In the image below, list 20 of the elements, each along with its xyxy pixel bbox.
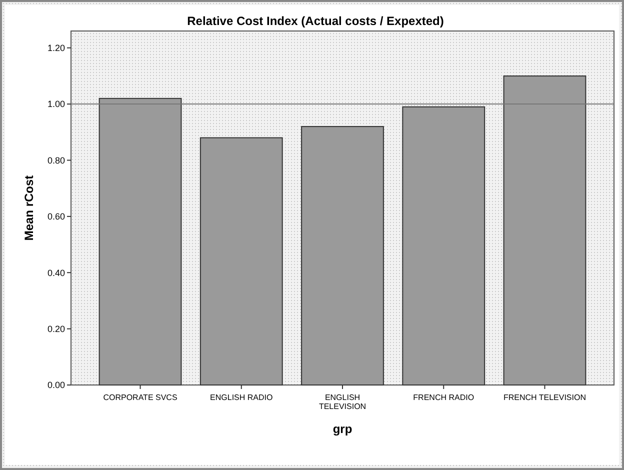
bar	[98, 98, 182, 386]
y-tick-label: 0.80	[47, 155, 65, 166]
bar	[301, 126, 384, 386]
x-tick-label: ENGLISH RADIO	[210, 393, 273, 402]
y-tick-label: 0.00	[47, 380, 65, 390]
y-axis-title: Mean rCost	[22, 175, 36, 241]
y-tick-label: 0.60	[47, 212, 65, 222]
chart-title: Relative Cost Index (Actual costs / Expexted)	[187, 14, 444, 28]
x-tick-label: CORPORATE SVCS	[103, 393, 178, 402]
bar	[402, 106, 486, 386]
bar	[200, 137, 283, 386]
y-tick-label: 1.20	[47, 43, 65, 54]
x-tick-label: ENGLISH TELEVISION	[318, 393, 366, 411]
y-tick-label: 1.00	[47, 99, 65, 110]
x-tick-label: FRENCH RADIO	[413, 393, 474, 402]
y-tick-label: 0.40	[47, 268, 65, 278]
bar	[503, 75, 586, 386]
x-tick-label: FRENCH TELEVISION	[503, 393, 586, 402]
x-axis-title: grp	[332, 422, 352, 436]
y-tick-label: 0.20	[47, 324, 65, 334]
